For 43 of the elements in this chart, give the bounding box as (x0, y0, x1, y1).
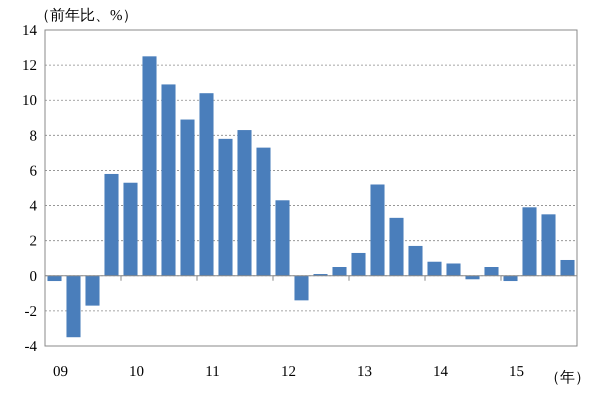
bar (560, 260, 575, 276)
bar (351, 252, 366, 276)
bar (370, 184, 385, 276)
x-tick-label: 11 (205, 364, 220, 380)
bar (446, 263, 461, 276)
y-tick-label: 4 (30, 198, 38, 215)
x-tick-label: 12 (281, 364, 296, 380)
x-axis-title: （年） (545, 369, 590, 386)
x-tick-label: 14 (433, 364, 448, 380)
y-tick-label: -2 (24, 304, 37, 320)
bar (275, 200, 290, 276)
bar (104, 174, 119, 276)
bar (332, 267, 347, 276)
y-tick-label: 6 (30, 163, 38, 180)
bar (408, 246, 423, 276)
bar (294, 276, 309, 300)
y-tick-label: 0 (30, 268, 37, 285)
bar (389, 218, 404, 276)
bar (237, 130, 252, 276)
y-tick-label: 10 (22, 93, 37, 110)
bar (180, 120, 195, 276)
y-tick-label: -4 (24, 339, 38, 355)
x-tick-label: 15 (509, 364, 524, 380)
bar (218, 138, 233, 276)
y-tick-label: 14 (22, 23, 38, 39)
bar (66, 276, 81, 338)
y-axis-title: （前年比、%） (35, 7, 138, 24)
y-tick-label: 12 (22, 58, 37, 74)
bar (522, 207, 537, 276)
bar (484, 267, 499, 276)
bar (85, 276, 100, 306)
y-tick-label: 2 (30, 234, 37, 250)
x-tick-label: 09 (53, 364, 68, 380)
bar (161, 84, 176, 276)
bar (427, 262, 442, 276)
y-tick-label: 8 (30, 128, 37, 144)
bar (142, 56, 157, 276)
x-tick-label: 13 (357, 364, 372, 380)
x-tick-label: 10 (129, 364, 144, 380)
bar (256, 148, 271, 276)
bar (123, 182, 138, 276)
bar (541, 214, 556, 276)
bar (199, 93, 214, 276)
